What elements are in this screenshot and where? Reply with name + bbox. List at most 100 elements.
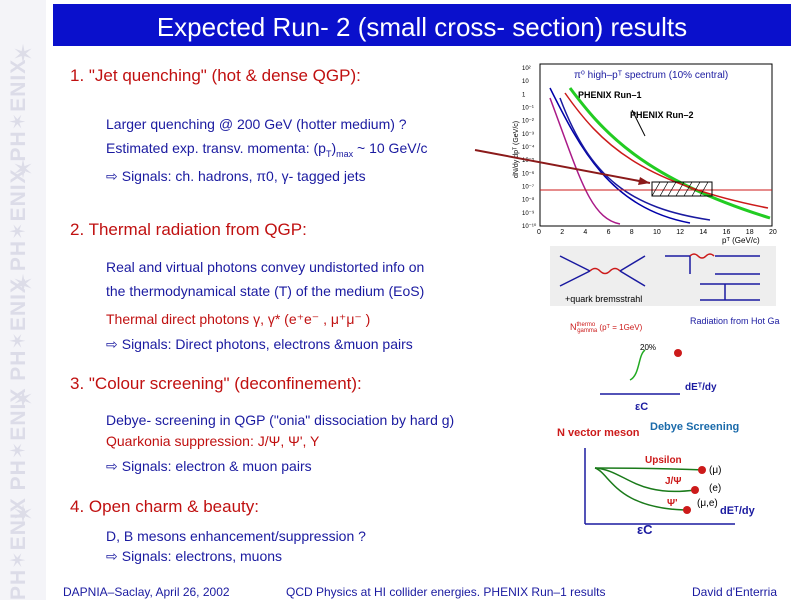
section-3-heading: 3. "Colour screening" (deconfinement): bbox=[70, 374, 362, 393]
section-2-signals: ⇨ Signals: Direct photons, electrons &muo… bbox=[106, 336, 413, 352]
x-tick-label: 8 bbox=[630, 229, 634, 236]
jpsi-curve bbox=[594, 467, 696, 493]
psiprime-label: Ψ' bbox=[667, 498, 677, 509]
section-1-line1: Larger quenching @ 200 GeV (hotter mediu… bbox=[106, 116, 407, 132]
psiprime-point bbox=[683, 506, 691, 514]
x-tick-label: 4 bbox=[583, 229, 587, 236]
photon-line bbox=[589, 267, 621, 275]
plot-legend: π⁰ high–pᵀ spectrum (10% central) bbox=[574, 70, 728, 81]
y-tick-label: 10⁻¹ bbox=[522, 106, 534, 112]
y-axis-label: dN/dy dpᵀ (GeV/c) bbox=[513, 121, 520, 178]
x-tick-label: 0 bbox=[537, 229, 541, 236]
lepton-line bbox=[619, 270, 646, 287]
lepton-line bbox=[619, 255, 646, 272]
quark-line bbox=[559, 255, 591, 272]
epsilon-c-label: εC bbox=[635, 401, 648, 410]
debye-screening-diagram: N vector meson Debye Screening Upsilon J… bbox=[557, 421, 756, 537]
thermal-curve bbox=[629, 349, 646, 381]
footer-middle: QCD Physics at HI collider energies. PHE… bbox=[286, 585, 606, 599]
phenix-star-icon: ✶ bbox=[12, 39, 34, 69]
quark-line bbox=[559, 270, 591, 287]
radiation-label: Radiation from Hot Gas (thermal) bbox=[690, 316, 780, 326]
section-3-signals: ⇨ Signals: electron & muon pairs bbox=[106, 458, 312, 474]
phenix-star-icon: ✶ bbox=[12, 269, 34, 299]
arrow-icon: ⇨ bbox=[106, 168, 118, 184]
plot-frame bbox=[539, 63, 773, 227]
x-axis-label: dEᵀ/dy bbox=[720, 505, 756, 517]
x-tick-label: 18 bbox=[746, 229, 754, 236]
footer-right: David d'Enterria bbox=[692, 585, 777, 599]
y-axis-label: N vector meson bbox=[557, 427, 640, 439]
upsilon-point bbox=[698, 466, 706, 474]
upsilon-curve bbox=[594, 467, 706, 471]
percent-label: 20% bbox=[640, 343, 656, 352]
pi0-spectrum-plot: 10²10110⁻¹10⁻²10⁻³10⁻⁴10⁻⁵10⁻⁶10⁻⁷10⁻⁸10… bbox=[513, 63, 777, 245]
pointer-arrow bbox=[474, 149, 651, 185]
section-2-line1: Real and virtual photons convey undistor… bbox=[106, 259, 425, 275]
pointer-arrow-head bbox=[638, 177, 650, 185]
footer-left: DAPNIA–Saclay, April 26, 2002 bbox=[63, 585, 230, 599]
section-2-line3: Thermal direct photons γ, γ* (e⁺e⁻ , μ⁺μ… bbox=[106, 311, 371, 327]
y-tick-label: 10⁻⁶ bbox=[522, 170, 535, 177]
run2-reach-box bbox=[651, 181, 713, 197]
y-tick-label: 1 bbox=[522, 92, 526, 98]
y-tick-label: 10⁻³ bbox=[522, 132, 534, 138]
section-1-heading: 1. "Jet quenching" (hot & dense QGP): bbox=[70, 66, 361, 85]
x-tick-label: 14 bbox=[699, 229, 707, 236]
curve-red bbox=[564, 92, 769, 209]
section-4-signals: ⇨ Signals: electrons, muons bbox=[106, 548, 283, 564]
y-tick-label: 10⁻⁸ bbox=[522, 197, 535, 204]
phenix-star-icon: ✶ bbox=[12, 154, 34, 184]
sidebar-logo-strip: PH✶ENIX PH✶ENIX PH✶ENIX PH✶ENIX PH✶ENIX … bbox=[0, 0, 46, 600]
title-bar: Expected Run- 2 (small cross- section) r… bbox=[53, 4, 791, 46]
epsilon-c-label: εC bbox=[637, 522, 653, 537]
y-tick-label: 10⁻⁴ bbox=[522, 144, 535, 151]
photon-line bbox=[689, 253, 715, 259]
e-label: (e) bbox=[709, 483, 721, 494]
jpsi-label: J/Ψ bbox=[665, 476, 681, 487]
section-3-line2: Quarkonia suppression: J/Ψ, Ψ', Υ bbox=[106, 433, 320, 449]
section-2-heading: 2. Thermal radiation from QGP: bbox=[70, 220, 307, 239]
y-tick-label: 10⁻⁷ bbox=[522, 184, 534, 191]
y-tick-label: 10⁻² bbox=[522, 119, 534, 125]
curve-green bbox=[568, 87, 771, 220]
y-tick-label: 10⁻⁹ bbox=[522, 210, 535, 217]
x-axis-label: dEᵀ/dy bbox=[685, 382, 717, 393]
phenix-star-icon: ✶ bbox=[12, 384, 34, 414]
section-1-signals: ⇨ Signals: ch. hadrons, π0, γ- tagged jet… bbox=[106, 168, 366, 184]
debye-label: Debye Screening bbox=[650, 421, 739, 433]
section-3-line1: Debye- screening in QGP ("onia" dissocia… bbox=[106, 412, 455, 428]
jpsi-point bbox=[691, 486, 699, 494]
label-run2: PHENIX Run–2 bbox=[630, 110, 694, 120]
arrow-icon: ⇨ bbox=[106, 336, 118, 352]
y-tick-label: 10² bbox=[522, 66, 531, 72]
mu-label: (μ) bbox=[709, 465, 721, 476]
x-tick-label: 20 bbox=[769, 229, 777, 236]
curve-magenta bbox=[549, 97, 621, 225]
pointer-line bbox=[631, 109, 646, 137]
mue-label: (μ,e) bbox=[697, 498, 718, 509]
x-tick-labels: 0 2 4 6 8 10 12 14 16 18 20 bbox=[537, 229, 777, 236]
x-axis-label: pᵀ (GeV/c) bbox=[722, 236, 760, 245]
slide-title: Expected Run- 2 (small cross- section) r… bbox=[156, 12, 688, 42]
x-tick-label: 10 bbox=[653, 229, 661, 236]
section-4-heading: 4. Open charm & beauty: bbox=[70, 497, 259, 516]
thermal-yield-label: Nthermo gamma (pᵀ = 1GeV) bbox=[570, 322, 643, 334]
curve-blue bbox=[549, 87, 691, 224]
feynman-diagrams: +quark bremsstrahl bbox=[550, 246, 776, 306]
label-run1: PHENIX Run–1 bbox=[578, 90, 642, 100]
section-4-line1: D, B mesons enhancement/suppression ? bbox=[106, 528, 366, 544]
curve-navy bbox=[559, 97, 711, 221]
upsilon-label: Upsilon bbox=[645, 455, 682, 466]
data-point bbox=[674, 349, 682, 357]
thermal-photon-sketch: Nthermo gamma (pᵀ = 1GeV) Radiation from … bbox=[570, 316, 780, 410]
section-2-line2: the thermodynamical state (T) of the med… bbox=[106, 283, 425, 299]
hatch bbox=[651, 181, 709, 197]
pointer-arrow-line bbox=[474, 149, 651, 184]
arrow-icon: ⇨ bbox=[106, 548, 118, 564]
psiprime-curve bbox=[594, 467, 686, 511]
x-tick-label: 16 bbox=[723, 229, 731, 236]
y-tick-label: 10⁻¹⁰ bbox=[522, 223, 537, 230]
feynman-caption: +quark bremsstrahl bbox=[565, 294, 642, 304]
section-1-line2: Estimated exp. transv. momenta: (pT)max … bbox=[106, 140, 428, 159]
